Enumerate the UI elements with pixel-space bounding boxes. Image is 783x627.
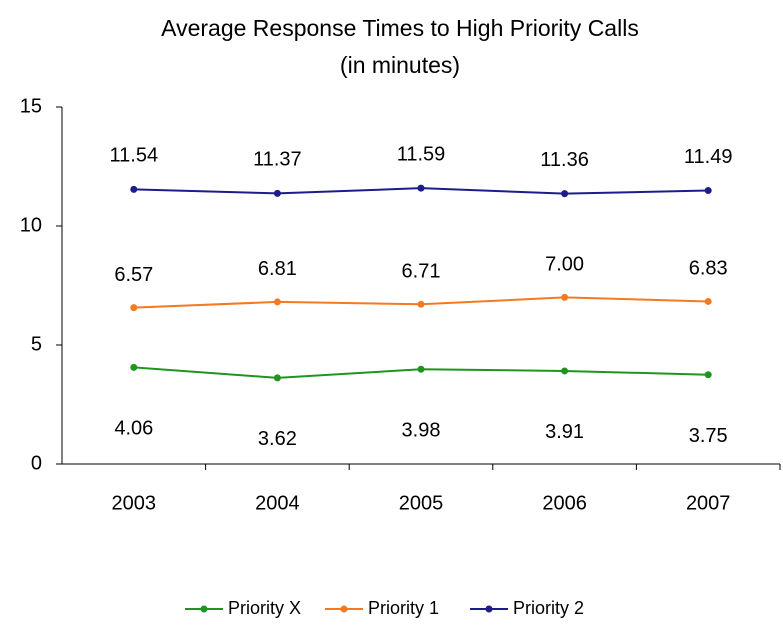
data-label: 3.98 — [402, 420, 441, 442]
data-point — [561, 293, 569, 301]
data-label: 11.59 — [397, 143, 446, 165]
data-label: 6.71 — [402, 261, 441, 283]
data-label: 3.75 — [689, 425, 728, 447]
data-label: 11.49 — [684, 146, 733, 168]
y-tick-label: 5 — [31, 333, 42, 355]
chart-title: Average Response Times to High Priority … — [161, 15, 639, 41]
data-label: 3.91 — [545, 421, 584, 443]
data-point — [273, 298, 281, 306]
legend-marker — [340, 605, 348, 613]
data-label: 7.00 — [545, 254, 584, 276]
data-label: 11.37 — [253, 149, 302, 171]
x-tick-label: 2006 — [542, 492, 587, 514]
x-tick-label: 2007 — [686, 492, 731, 514]
data-point — [130, 304, 138, 312]
data-point — [417, 184, 425, 192]
data-label: 11.54 — [110, 145, 159, 167]
data-label: 6.81 — [258, 258, 297, 280]
data-label: 6.57 — [114, 264, 153, 286]
legend-label: Priority X — [228, 598, 301, 618]
data-label: 4.06 — [114, 418, 153, 440]
x-tick-label: 2003 — [112, 492, 157, 514]
data-point — [417, 365, 425, 373]
x-tick-label: 2004 — [255, 492, 300, 514]
legend-label: Priority 1 — [368, 598, 439, 618]
y-tick-label: 0 — [31, 452, 42, 474]
data-label: 11.36 — [540, 149, 589, 171]
legend-marker — [200, 605, 208, 613]
legend-marker — [485, 605, 493, 613]
data-point — [130, 363, 138, 371]
data-point — [704, 187, 712, 195]
data-point — [273, 189, 281, 197]
data-label: 6.83 — [689, 258, 728, 280]
data-point — [561, 367, 569, 375]
data-point — [561, 190, 569, 198]
chart-subtitle: (in minutes) — [340, 52, 460, 78]
data-point — [417, 300, 425, 308]
x-tick-label: 2005 — [399, 492, 444, 514]
data-point — [704, 371, 712, 379]
data-point — [273, 374, 281, 382]
y-tick-label: 15 — [20, 95, 42, 117]
data-point — [704, 297, 712, 305]
data-point — [130, 185, 138, 193]
legend-label: Priority 2 — [513, 598, 584, 618]
data-label: 3.62 — [258, 428, 297, 450]
y-tick-label: 10 — [20, 214, 42, 236]
